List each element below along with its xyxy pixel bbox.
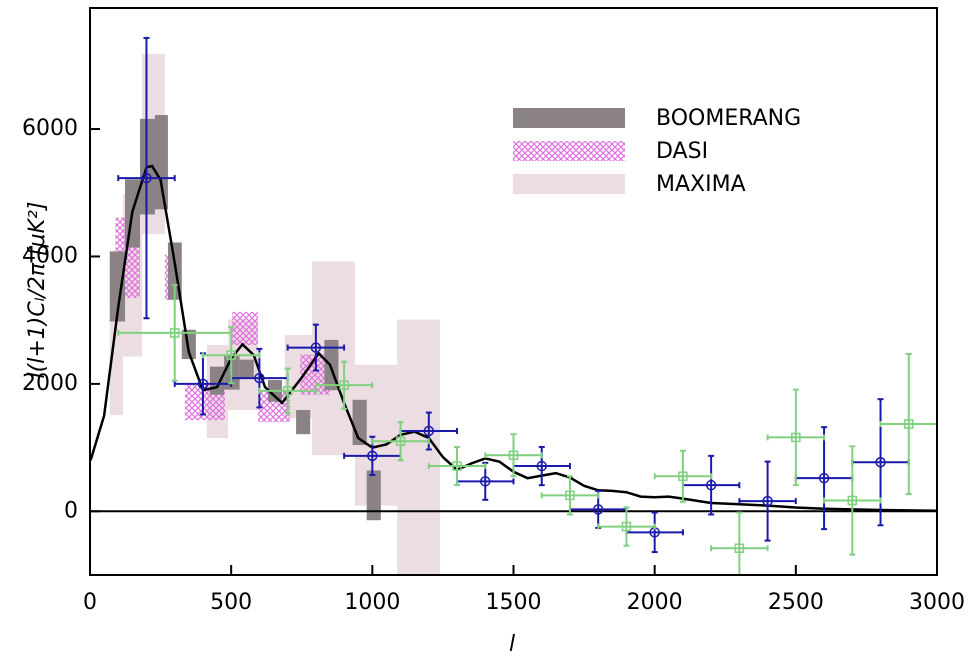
- point: [904, 419, 914, 429]
- point: [592, 504, 604, 515]
- plot-area: [90, 36, 937, 575]
- legend-label: DASI: [656, 139, 708, 164]
- point: [452, 461, 462, 471]
- legend-label: BOOMERANG: [656, 106, 801, 131]
- point: [480, 476, 491, 487]
- legend-swatch: [513, 174, 625, 194]
- point: [508, 450, 519, 460]
- point: [565, 490, 575, 501]
- point: [734, 543, 745, 553]
- plot-frame: [89, 7, 938, 576]
- point: [423, 425, 435, 437]
- point: [254, 372, 265, 384]
- point: [875, 456, 886, 468]
- legend-swatch: [513, 141, 625, 161]
- x-tick-label: 1000: [344, 590, 400, 615]
- point: [339, 380, 349, 390]
- band-box: [154, 115, 168, 210]
- point: [536, 460, 547, 472]
- x-tick-label: 2500: [768, 590, 824, 615]
- y-tick-label: 0: [64, 498, 78, 523]
- point: [762, 495, 773, 507]
- x-tick-label: 2000: [627, 590, 683, 615]
- x-axis-label: l: [509, 632, 515, 657]
- point: [226, 350, 236, 360]
- legend-swatch: [513, 108, 625, 128]
- point: [847, 495, 858, 506]
- point: [395, 436, 406, 446]
- point: [791, 432, 801, 443]
- point: [367, 450, 378, 462]
- point: [310, 342, 322, 353]
- point: [197, 378, 209, 390]
- x-tick-label: 500: [210, 590, 252, 615]
- x-tick-label: 1500: [486, 590, 542, 615]
- point: [141, 172, 152, 184]
- legend-label: MAXIMA: [656, 172, 746, 197]
- point: [621, 521, 632, 532]
- point: [169, 328, 180, 338]
- band-box: [366, 470, 381, 521]
- y-tick-label: 6000: [22, 116, 78, 141]
- band-box: [296, 409, 311, 435]
- y-axis-label: l(l+1)Cₗ/2π [μK²]: [25, 202, 50, 379]
- y-tick-label: 2000: [22, 371, 78, 396]
- band-box: [109, 251, 126, 322]
- point: [818, 472, 830, 484]
- band-box: [209, 366, 225, 395]
- band-box: [232, 311, 258, 346]
- x-tick-label: 0: [83, 590, 97, 615]
- y-tick-label: 4000: [22, 243, 78, 268]
- band-box: [239, 359, 254, 379]
- x-tick-label: 3000: [909, 590, 965, 615]
- point: [678, 471, 688, 482]
- band-box: [397, 319, 441, 575]
- point: [705, 479, 717, 491]
- legend: BOOMERANG DASI MAXIMA: [513, 106, 801, 197]
- point: [282, 386, 293, 396]
